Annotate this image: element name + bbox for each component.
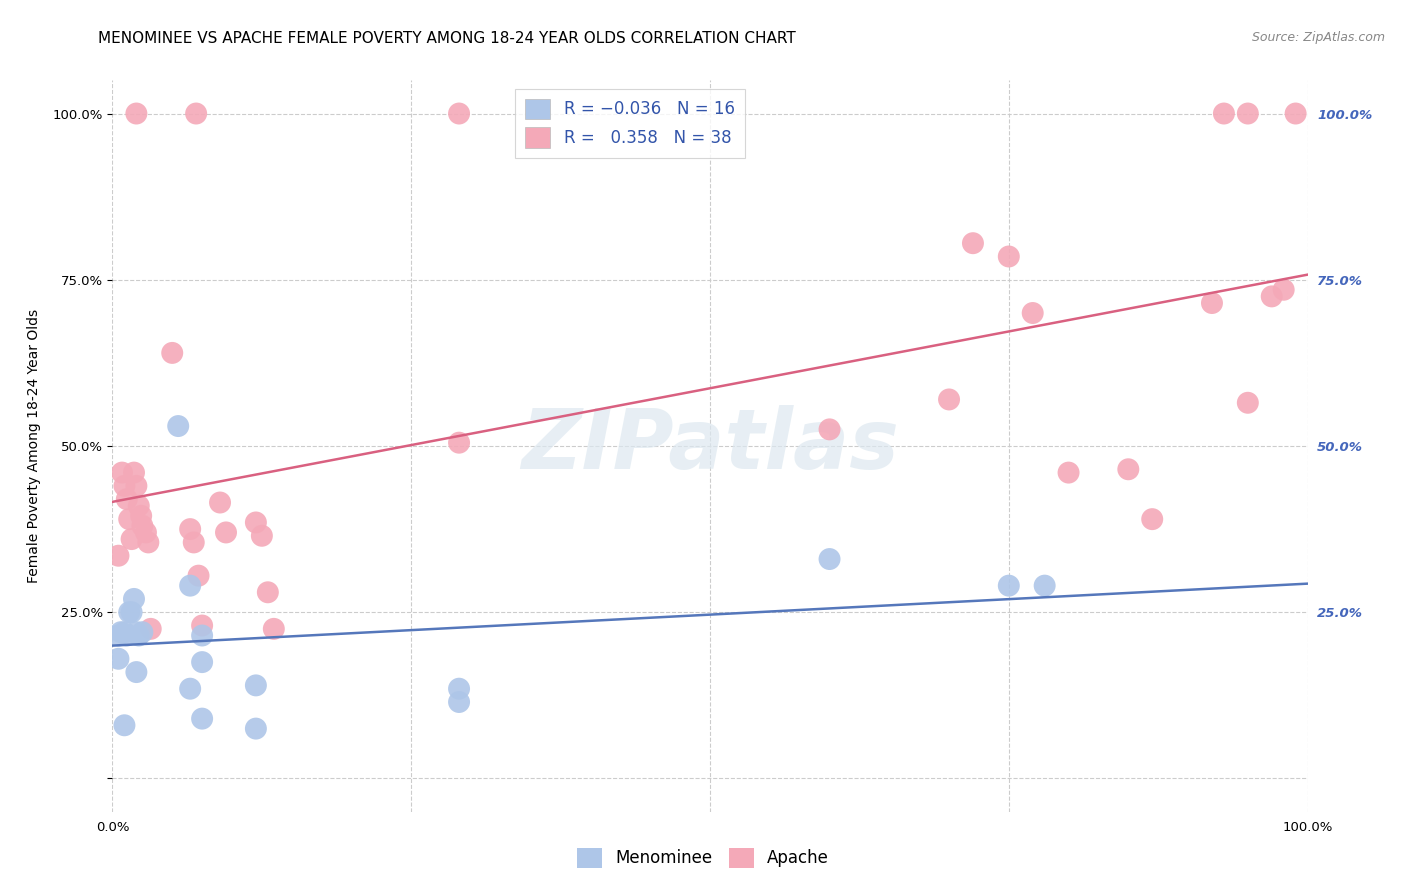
Point	[1116, 462, 1139, 476]
Point	[125, 479, 148, 493]
Legend: R = −0.036   N = 16, R =   0.358   N = 38: R = −0.036 N = 16, R = 0.358 N = 38	[515, 88, 745, 158]
Point	[962, 236, 984, 251]
Point	[107, 549, 129, 563]
Point	[129, 508, 152, 523]
Point	[131, 518, 153, 533]
Text: MENOMINEE VS APACHE FEMALE POVERTY AMONG 18-24 YEAR OLDS CORRELATION CHART: MENOMINEE VS APACHE FEMALE POVERTY AMONG…	[98, 31, 796, 46]
Point	[191, 655, 214, 669]
Point	[187, 568, 209, 582]
Point	[1260, 289, 1282, 303]
Point	[447, 695, 470, 709]
Point	[1237, 396, 1260, 410]
Y-axis label: Female Poverty Among 18-24 Year Olds: Female Poverty Among 18-24 Year Olds	[27, 309, 41, 583]
Point	[122, 466, 145, 480]
Point	[114, 718, 135, 732]
Point	[257, 585, 280, 599]
Point	[115, 492, 138, 507]
Point	[121, 605, 143, 619]
Point	[1272, 283, 1295, 297]
Point	[107, 628, 129, 642]
Point	[1021, 306, 1043, 320]
Point	[125, 625, 148, 640]
Point	[245, 722, 267, 736]
Point	[115, 628, 138, 642]
Point	[179, 522, 201, 536]
Point	[118, 512, 141, 526]
Point	[118, 605, 141, 619]
Point	[167, 419, 190, 434]
Point	[1237, 106, 1260, 120]
Point	[263, 622, 285, 636]
Point	[818, 552, 841, 566]
Point	[186, 106, 208, 120]
Point	[447, 106, 470, 120]
Text: ZIPatlas: ZIPatlas	[522, 406, 898, 486]
Point	[447, 435, 470, 450]
Point	[998, 579, 1021, 593]
Point	[1201, 296, 1223, 310]
Point	[179, 579, 201, 593]
Point	[135, 525, 157, 540]
Point	[245, 678, 267, 692]
Text: Source: ZipAtlas.com: Source: ZipAtlas.com	[1251, 31, 1385, 45]
Point	[208, 495, 231, 509]
Point	[250, 529, 273, 543]
Point	[447, 681, 470, 696]
Point	[1285, 106, 1308, 120]
Point	[122, 591, 145, 606]
Point	[191, 712, 214, 726]
Point	[191, 628, 214, 642]
Legend: Menominee, Apache: Menominee, Apache	[571, 841, 835, 875]
Point	[110, 625, 132, 640]
Point	[114, 625, 135, 640]
Point	[1140, 512, 1163, 526]
Point	[139, 622, 162, 636]
Point	[191, 618, 214, 632]
Point	[114, 479, 135, 493]
Point	[179, 681, 201, 696]
Point	[121, 532, 143, 546]
Point	[131, 625, 153, 640]
Point	[215, 525, 238, 540]
Point	[1033, 579, 1056, 593]
Point	[818, 422, 841, 436]
Point	[107, 652, 129, 666]
Point	[938, 392, 960, 407]
Point	[1212, 106, 1236, 120]
Point	[111, 466, 134, 480]
Point	[125, 665, 148, 679]
Point	[1057, 466, 1080, 480]
Point	[162, 346, 183, 360]
Point	[998, 250, 1021, 264]
Point	[138, 535, 160, 549]
Point	[128, 499, 150, 513]
Point	[128, 628, 150, 642]
Point	[125, 106, 148, 120]
Point	[245, 516, 267, 530]
Point	[183, 535, 205, 549]
